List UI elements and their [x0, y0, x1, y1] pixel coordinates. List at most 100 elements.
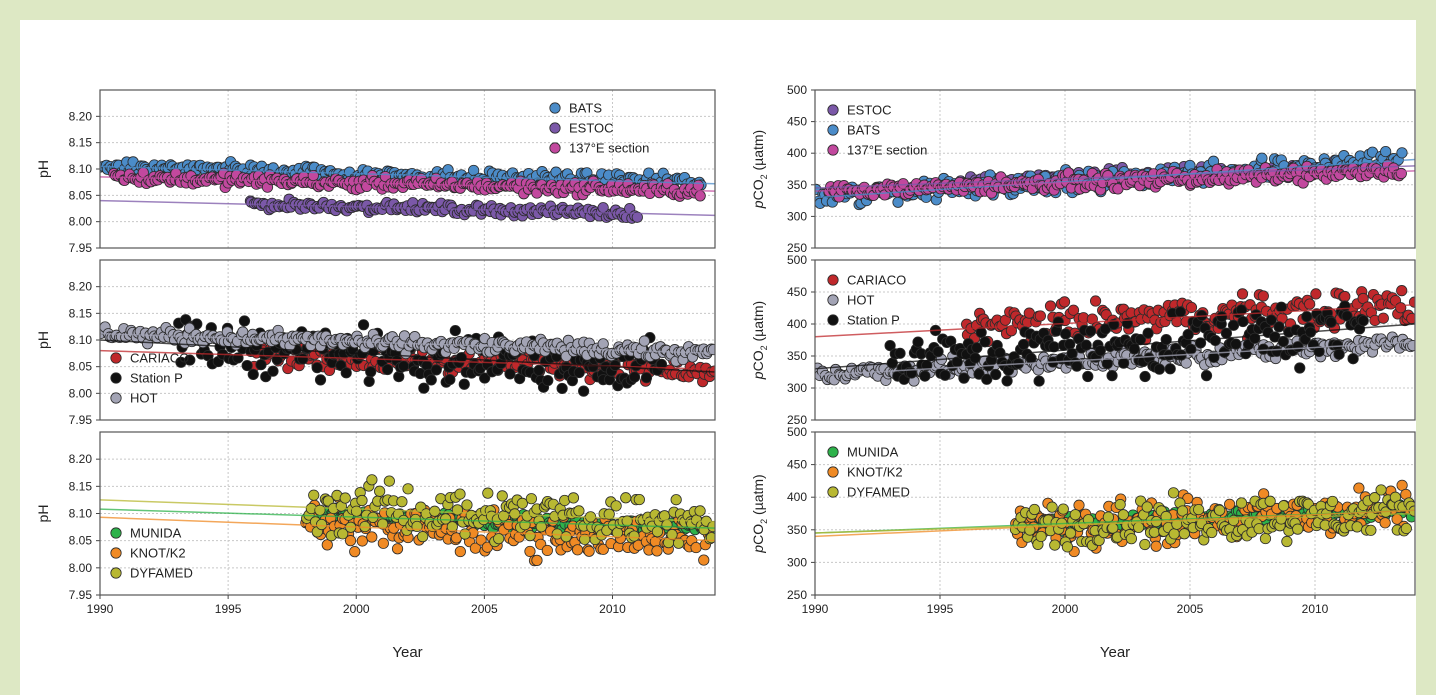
- data-point-station-p: [1001, 375, 1013, 387]
- data-point-station-p: [363, 375, 375, 388]
- data-point-station-p: [1275, 301, 1287, 313]
- data-point-station-p: [1240, 348, 1252, 360]
- data-point-dyfamed: [461, 499, 473, 511]
- data-point-cariaco: [1377, 312, 1389, 324]
- x-tick-label: 1990: [802, 602, 829, 616]
- data-point-station-p: [919, 370, 931, 382]
- data-point-dyfamed: [516, 497, 528, 510]
- plot-frame: [99, 431, 716, 596]
- trend-line-bats: [815, 158, 1415, 199]
- legend-label-dyfamed: DYFAMED: [130, 566, 193, 581]
- data-point-station-p: [939, 369, 951, 381]
- legend: CARIACO HOT Station P: [827, 273, 906, 328]
- data-point-cariaco: [1396, 285, 1408, 297]
- y-tick-label: 500: [787, 253, 807, 267]
- data-point-dyfamed: [673, 537, 685, 549]
- x-tick-label: 2005: [1177, 602, 1204, 616]
- trend-lines: [100, 165, 715, 217]
- data-point-estoc: [631, 211, 643, 223]
- data-point-station-p: [458, 378, 470, 390]
- panel-right-1: 250 300 350 400 450 500 pCO2 (µatm) ESTOC BATS 13…: [750, 83, 1416, 255]
- panel-right-2: 250 300 350 400 450 500 pCO2 (µatm) CARIACO HOT S…: [750, 253, 1416, 427]
- data-point-hot: [638, 335, 650, 347]
- data-point-dyfamed: [610, 500, 622, 512]
- data-point-dyfamed: [1326, 495, 1339, 508]
- data-point-station-p: [973, 368, 985, 380]
- legend: MUNIDA KNOT/K2 DYFAMED: [827, 445, 910, 500]
- legend: BATS ESTOC 137°E section: [549, 101, 649, 156]
- data-point-station-p: [1118, 357, 1130, 369]
- data-point-station-p: [1108, 318, 1120, 331]
- y-axis: 250 300 350 400 450 500: [787, 253, 815, 427]
- y-tick-label: 8.00: [69, 386, 93, 400]
- data-point-dyfamed: [308, 489, 320, 501]
- data-point-dyfamed: [1400, 522, 1412, 535]
- plot-frame: [814, 431, 1416, 596]
- data-point-knot-k2: [1150, 540, 1162, 552]
- y-axis-label: pH: [35, 505, 51, 523]
- data-point-station-p: [267, 365, 279, 377]
- data-point-dyfamed: [666, 528, 678, 541]
- figure: 7.95 8.00 8.05 8.10 8.15 8.20 pH BATS ESTOC 137°E…: [20, 20, 1416, 695]
- y-tick-label: 350: [787, 349, 807, 363]
- data-point-station-p: [1357, 315, 1369, 327]
- data-point-dyfamed: [1206, 526, 1218, 539]
- y-tick-label: 8.20: [69, 109, 93, 123]
- data-point-dyfamed: [1264, 495, 1276, 507]
- plot-frame: [814, 259, 1416, 421]
- data-point-bats: [892, 196, 904, 208]
- data-point-station-p: [1265, 314, 1277, 326]
- data-point-dyfamed: [339, 492, 351, 504]
- data-point-knot-k2: [454, 545, 466, 558]
- data-point-station-p: [1185, 343, 1197, 355]
- data-point-knot-k2: [651, 545, 663, 557]
- legend: MUNIDA KNOT/K2 DYFAMED: [110, 526, 193, 581]
- x-tick-label: 1995: [927, 602, 954, 616]
- data-point-dyfamed: [402, 483, 414, 495]
- data-point-station-p: [1059, 328, 1072, 340]
- data-point-station-p: [255, 359, 267, 371]
- y-tick-label: 300: [787, 209, 807, 223]
- data-point-dyfamed: [1168, 528, 1180, 540]
- data-point-dyfamed: [496, 490, 508, 502]
- y-tick-label: 8.20: [69, 280, 93, 294]
- trend-line-estoc: [100, 199, 715, 217]
- data-point-cariaco: [1023, 307, 1035, 319]
- data-point-dyfamed: [525, 493, 537, 505]
- y-tick-label: 8.15: [69, 479, 93, 493]
- x-tick-label: 2000: [343, 602, 370, 616]
- data-point-station-p: [241, 359, 253, 372]
- data-point-station-p: [932, 346, 944, 358]
- data-point-dyfamed: [1365, 524, 1377, 536]
- data-point-knot-k2: [1224, 498, 1236, 510]
- legend-marker-137-e-section: [549, 142, 561, 154]
- data-point-station-p: [393, 371, 405, 383]
- data-point-dyfamed: [1214, 504, 1226, 516]
- legend-marker-137-e-section: [827, 144, 839, 156]
- data-point-station-p: [444, 373, 456, 386]
- data-point-cariaco: [1185, 301, 1198, 314]
- trend-line-munida: [100, 508, 715, 529]
- data-point-station-p: [533, 364, 545, 377]
- data-point-cariaco: [1058, 296, 1071, 308]
- data-point-station-p: [340, 367, 352, 379]
- y-tick-label: 300: [787, 381, 807, 395]
- x-tick-label: 2000: [1052, 602, 1079, 616]
- plot-frame: [814, 89, 1416, 249]
- data-point-station-p: [1235, 304, 1248, 316]
- legend-label-estoc: ESTOC: [847, 103, 892, 118]
- legend-marker-munida: [110, 527, 122, 539]
- data-point-station-p: [430, 364, 442, 376]
- data-point-station-p: [357, 319, 370, 331]
- data-point-station-p: [1227, 319, 1240, 331]
- data-point-dyfamed: [337, 528, 349, 540]
- data-point-dyfamed: [1259, 532, 1272, 545]
- data-point-dyfamed: [1193, 504, 1205, 516]
- data-points: [815, 285, 1415, 387]
- data-point-dyfamed: [356, 494, 368, 507]
- data-point-dyfamed: [1351, 521, 1363, 533]
- data-point-dyfamed: [661, 519, 673, 531]
- data-point-station-p: [1277, 335, 1289, 348]
- data-point-dyfamed: [1057, 503, 1069, 515]
- data-point-station-p: [958, 372, 970, 384]
